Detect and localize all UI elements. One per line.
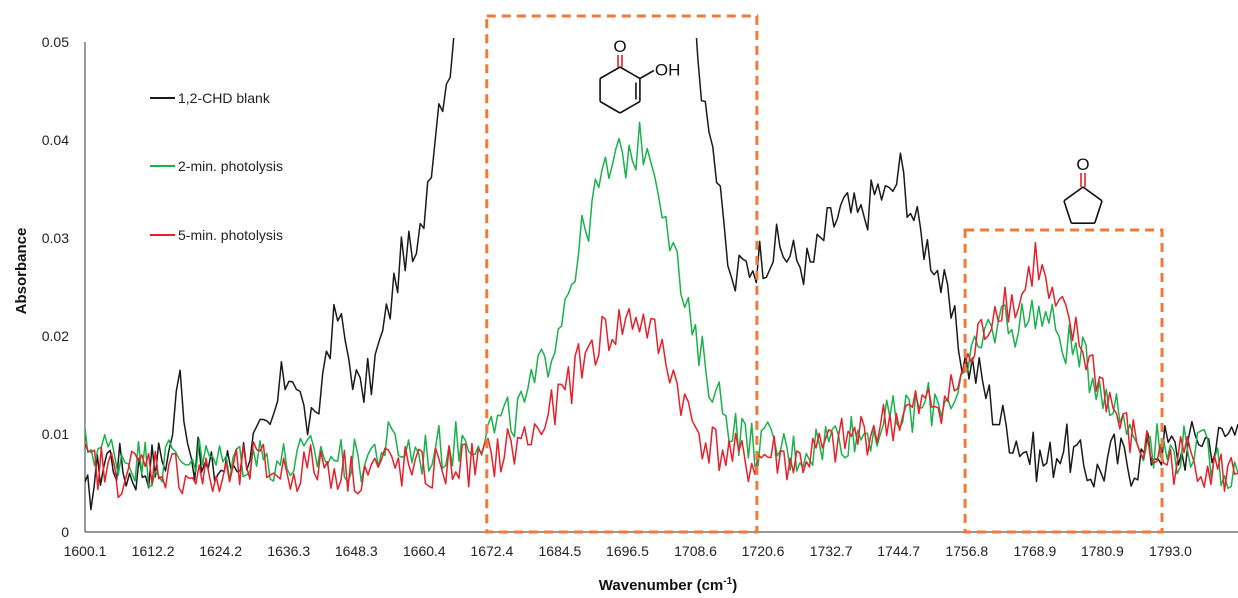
x-axis-title-close: ) [732,577,737,594]
series-layer [85,38,1238,511]
series-line-2 [85,121,1238,490]
x-tick-label: 1624.2 [199,543,242,559]
molecule-hydroxycyclohexenone: O OH [599,37,681,114]
hydroxyl-bond [639,69,655,80]
legend-label: 2-min. photolysis [178,158,283,174]
ring-bond [1063,186,1084,202]
x-tick-label: 1780.9 [1081,543,1124,559]
x-tick-label: 1708.6 [674,543,717,559]
y-tick-label: 0 [61,524,69,540]
highlight-box-cyclopentanone [963,228,1164,534]
x-tick-label: 1672.4 [470,543,513,559]
legend-label: 1,2-CHD blank [178,90,271,106]
hydroxyl-label: OH [655,61,681,80]
x-tick-label: 1660.4 [403,543,446,559]
x-tick-label: 1648.3 [335,543,378,559]
y-tick-label: 0.01 [42,426,69,442]
x-axis-title: Wavenumber (cm-1) [599,576,737,594]
annotation-layer: O OH O [485,14,1164,534]
x-tick-label: 1744.7 [877,543,920,559]
y-tick-label: 0.02 [42,328,69,344]
series-line-3 [85,241,1238,499]
ring-bond [1093,200,1103,224]
ring-bond [619,100,641,114]
x-tick-label: 1612.2 [132,543,175,559]
x-axis-title-main: Wavenumber (cm [599,577,723,594]
ring-bond [1063,200,1073,224]
x-tick-label: 1768.9 [1013,543,1056,559]
oxygen-label: O [613,37,626,56]
ring-bond [599,66,621,80]
x-tick-label: 1732.7 [810,543,853,559]
legend: 1,2-CHD blank 2-min. photolysis 5-min. pho… [150,90,283,243]
axes: 0 0.01 0.02 0.03 0.04 0.05 1600.1 1612.2 1624.2 1… [42,34,1238,559]
y-axis-title: Absorbance [13,228,30,315]
series-line-1 [85,38,1238,511]
ring-bond [619,66,641,80]
oxygen-label: O [1076,155,1089,174]
x-axis-title-superscript: -1 [723,576,732,587]
x-tick-label: 1636.3 [267,543,310,559]
x-tick-label: 1720.6 [742,543,785,559]
y-tick-label: 0.04 [42,132,69,148]
x-tick-label: 1684.5 [539,543,582,559]
legend-label: 5-min. photolysis [178,227,283,243]
x-tick-label: 1696.5 [606,543,649,559]
molecule-cyclopentanone: O [1063,155,1103,224]
x-tick-label: 1756.8 [945,543,988,559]
y-tick-label: 0.05 [42,34,69,50]
ring-bond [599,100,621,114]
y-tick-label: 0.03 [42,230,69,246]
ring-bond [1082,186,1103,202]
x-tick-label: 1600.1 [64,543,107,559]
highlight-box-cyclohexenone [485,14,759,534]
x-tick-label: 1793.0 [1149,543,1192,559]
